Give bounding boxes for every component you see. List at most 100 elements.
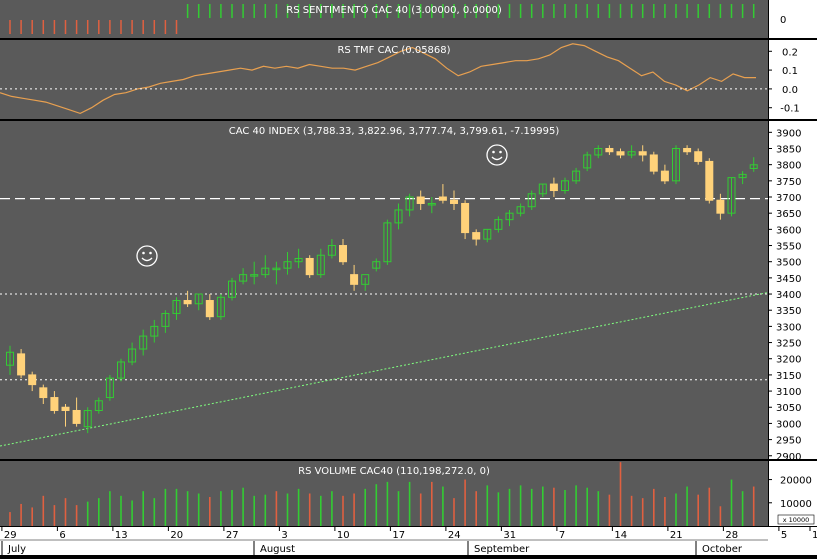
candle-body [327,245,336,256]
date-label: 20 [170,530,183,541]
candle [372,258,381,272]
price-tick-label: 3450 [776,274,801,285]
candle-body [561,180,569,192]
candle-body [39,387,48,399]
candle [83,407,92,434]
candle [494,216,503,233]
candle-body [216,296,225,318]
candle-body [394,209,403,224]
smiley-eye [499,150,502,154]
candle-body [461,202,470,234]
candle-body [627,151,636,156]
candle-body [183,300,192,305]
date-label: 14 [614,530,627,541]
candle [327,239,336,259]
candle [139,329,148,356]
price-tick-label: 3200 [776,355,801,366]
candle-body [283,261,292,269]
candle-body [272,267,281,271]
candle-body [72,409,81,424]
price-tick-label: 3350 [776,306,801,317]
candle [472,229,481,246]
price-tick-label: 3300 [776,322,801,333]
date-label: 6 [59,530,65,541]
candle [216,294,225,320]
price-tick-label: 2950 [776,436,801,447]
candle [649,151,658,175]
price-tick-label: 2900 [776,452,801,463]
candle [416,190,425,210]
candle [94,397,103,414]
sentiment-title: RS SENTIMENTO CAC 40 (3.00000, 0.0000) [286,5,502,16]
tmf-axis-strip [769,40,817,119]
candle-body [50,397,59,411]
price-tick-label: 3900 [776,128,801,139]
month-label: August [260,544,295,555]
candle [549,177,558,198]
date-label: 12 [812,530,817,541]
candle [239,268,248,285]
tmf-panel [0,40,768,119]
candle-body [427,202,436,206]
candle-body [105,377,114,399]
price-tick-label: 3000 [776,419,801,430]
candle-body [705,160,714,201]
volume-tick-label: 10000 [780,499,812,510]
tmf-line [0,43,756,115]
tmf-tick-label: 0.0 [782,85,798,96]
tmf-tick-label: -0.1 [780,104,800,115]
candle [350,264,359,291]
price-trend-line [0,291,769,447]
price-tick-label: 3550 [776,242,801,253]
candle-body [205,300,214,318]
candle [516,203,525,217]
candle [161,310,170,333]
date-label: 7 [559,530,565,541]
candle-body [594,147,603,156]
candle [627,145,636,159]
candle [305,255,314,278]
candle [716,193,725,220]
candle-body [172,300,181,314]
candle-body [316,254,325,276]
volume-tick-label: 20000 [780,476,812,487]
candle-body [494,219,503,230]
candle-body [139,335,148,350]
candle-body [638,151,647,156]
candle-body [738,173,747,179]
date-label: 17 [392,530,405,541]
price-panel [0,121,768,459]
candle-body [683,147,692,153]
price-tick-label: 3500 [776,258,801,269]
candle-body [339,245,347,263]
candle [427,197,436,214]
candle-body [294,257,303,263]
candle [572,167,581,185]
candle [61,404,70,427]
candle-body [194,293,203,305]
smiley-icon [136,245,158,267]
candle-body [694,151,703,162]
candle [316,248,325,278]
candle [194,293,203,311]
month-label: October [702,544,743,555]
candle-body [605,147,614,153]
candle-body [305,257,314,276]
candle [6,345,14,375]
candle-body [660,170,669,182]
price-tick-label: 3400 [776,290,801,301]
candle [72,397,81,427]
volume-panel [0,461,768,526]
price-axis-strip [769,121,817,459]
date-label: 3 [281,530,287,541]
smiley-face [486,144,508,166]
candle-body [83,409,92,428]
sentiment-tick-label: 0 [780,15,786,26]
price-tick-label: 3100 [776,387,801,398]
candle [405,193,414,217]
candle-body [372,261,381,269]
candle [638,145,647,162]
candle [605,145,614,155]
